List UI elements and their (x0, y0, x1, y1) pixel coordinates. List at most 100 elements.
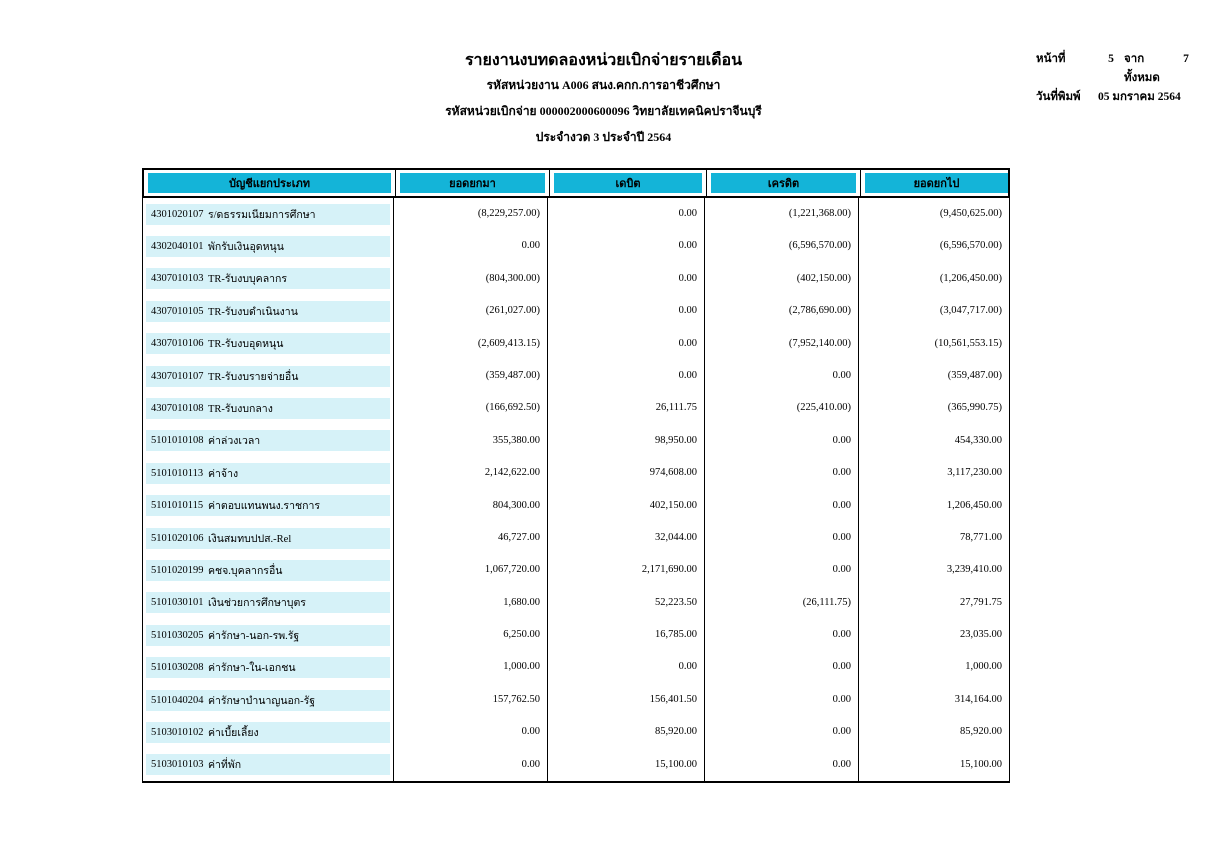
disbursement-unit-line: รหัสหน่วยเบิกจ่าย 000002000600096 วิทยาล… (445, 104, 762, 118)
balance-cf-value: 85,920.00 (960, 726, 1002, 738)
debit-value: 974,608.00 (548, 457, 705, 490)
account-code: 5101030101 (151, 597, 204, 609)
debit-value: 16,785.00 (548, 619, 705, 652)
balance-cf-value: (3,047,717.00) (939, 305, 1002, 317)
balance-bf-value: (2,609,413.15) (394, 327, 548, 360)
account-name: TR-รับงบดำเนินงาน (208, 306, 298, 318)
account-name: ร/ดธรรมเนียมการศึกษา (208, 209, 316, 221)
period-line: ประจำงวด 3 ประจำปี 2564 (535, 130, 672, 144)
account-cell: 5101010108 ค่าล่วงเวลา (143, 424, 394, 458)
table-row: 5103010102 ค่าเบี้ยเลี้ยง 0.00 85,920.00… (143, 716, 1009, 749)
account-code: 5103010102 (151, 726, 204, 738)
account-code: 4302040101 (151, 241, 204, 253)
table-row: 4307010106 TR-รับงบอุดหนุน (2,609,413.15… (143, 327, 1009, 360)
report-title: รายงานงบทดลองหน่วยเบิกจ่ายรายเดือน (464, 52, 743, 69)
account-code: 4307010105 (151, 305, 204, 317)
credit-value: (225,410.00) (705, 392, 859, 425)
credit-value: 0.00 (705, 651, 859, 684)
trial-balance-table: บัญชีแยกประเภท ยอดยกมา เดบิต เครดิต ยอดย… (142, 168, 1010, 784)
debit-value: 52,223.50 (548, 586, 705, 620)
account-highlight-bar: 5101030101 เงินช่วยการศึกษาบุตร (146, 592, 390, 614)
account-highlight-bar: 5101010113 ค่าจ้าง (146, 462, 390, 484)
debit-value: 0.00 (548, 198, 705, 231)
table-row: 5101020199 คชจ.บุคลากรอื่น 1,067,720.00 … (143, 554, 1009, 587)
account-name: ค่ารักษาบำนาญนอก-รัฐ (208, 695, 316, 707)
credit-value: (7,952,140.00) (705, 327, 859, 360)
balance-cf-value: (9,450,625.00) (939, 208, 1002, 219)
balance-cf-value: (6,596,570.00) (939, 240, 1002, 252)
account-name: ค่ารักษา-ใน-เอกชน (208, 663, 296, 675)
balance-bf-value: (8,229,257.00) (394, 198, 548, 231)
account-code: 5103010103 (151, 759, 204, 771)
account-highlight-bar: 5101020106 เงินสมทบปปส.-Rel (146, 527, 390, 549)
balance-bf-value: (261,027.00) (394, 295, 548, 328)
account-code: 5101030208 (151, 662, 204, 674)
report-title-block: รายงานงบทดลองหน่วยเบิกจ่ายรายเดือน รหัสห… (0, 52, 1207, 157)
account-name: พักรับเงินอุดหนุน (208, 242, 284, 254)
debit-value: 0.00 (548, 651, 705, 684)
account-code: 5101030205 (151, 629, 204, 641)
account-highlight-bar: 5101040204 ค่ารักษาบำนาญนอก-รัฐ (146, 689, 390, 711)
balance-bf-value: 0.00 (394, 748, 548, 782)
account-name: ค่าล่วงเวลา (208, 436, 261, 448)
account-code: 4307010103 (151, 273, 204, 285)
balance-cf-value: 454,330.00 (954, 434, 1002, 446)
balance-cf-value: 23,035.00 (960, 629, 1002, 641)
account-cell: 5103010102 ค่าเบี้ยเลี้ยง (143, 716, 394, 749)
balance-cf-value: 3,239,410.00 (946, 564, 1002, 576)
account-code: 4307010106 (151, 338, 204, 350)
page-number: 5 (1108, 53, 1114, 65)
account-code: 5101010108 (151, 435, 204, 447)
credit-value: (26,111.75) (705, 586, 859, 620)
balance-cf-value: (365,990.75) (947, 402, 1002, 414)
page-label: หน้าที่ (1036, 53, 1066, 65)
balance-cf-value: 1,000.00 (965, 661, 1002, 673)
account-highlight-bar: 5101020199 คชจ.บุคลากรอื่น (146, 559, 390, 581)
account-name: TR-รับงบบุคลากร (208, 274, 288, 286)
balance-cf-value: 78,771.00 (960, 531, 1002, 543)
account-cell: 4301020107 ร/ดธรรมเนียมการศึกษา (143, 198, 394, 231)
print-date-label: วันที่พิมพ์ (1036, 91, 1081, 103)
credit-value: 0.00 (705, 489, 859, 522)
account-name: TR-รับงบรายจ่ายอื่น (208, 371, 299, 383)
debit-value: 0.00 (548, 359, 705, 393)
balance-bf-value: (804,300.00) (394, 262, 548, 296)
page-number-row: หน้าที่ 5 จากทั้งหมด 7 (1036, 50, 1196, 88)
account-cell: 4307010108 TR-รับงบกลาง (143, 392, 394, 425)
account-highlight-bar: 4307010107 TR-รับงบรายจ่ายอื่น (146, 365, 390, 387)
table-row: 5101030101 เงินช่วยการศึกษาบุตร 1,680.00… (143, 586, 1009, 620)
balance-bf-value: 0.00 (394, 716, 548, 749)
table-row: 5103010103 ค่าที่พัก 0.00 15,100.00 0.00… (143, 748, 1009, 782)
debit-value: 402,150.00 (548, 489, 705, 522)
agency-code-line: รหัสหน่วยงาน A006 สนง.คกก.การอาชีวศึกษา (486, 78, 721, 92)
account-code: 5101010115 (151, 500, 204, 512)
balance-cf-value: 27,791.75 (960, 596, 1002, 608)
table-row: 4307010103 TR-รับงบบุคลากร (804,300.00) … (143, 262, 1009, 296)
total-pages-label: จากทั้งหมด (1124, 53, 1160, 84)
column-header-balance-bf: ยอดยกมา (396, 170, 550, 196)
debit-value: 26,111.75 (548, 392, 705, 425)
table-row: 5101030205 ค่ารักษา-นอก-รพ.รัฐ 6,250.00 … (143, 619, 1009, 652)
account-code: 4307010108 (151, 403, 204, 415)
table-header-row: บัญชีแยกประเภท ยอดยกมา เดบิต เครดิต ยอดย… (142, 168, 1010, 198)
page-info: หน้าที่ 5 จากทั้งหมด 7 วันที่พิมพ์ 05 มก… (1036, 50, 1196, 107)
account-name: เงินช่วยการศึกษาบุตร (208, 598, 306, 610)
account-code: 4301020107 (151, 208, 204, 220)
balance-bf-value: 355,380.00 (394, 424, 548, 458)
balance-bf-value: (359,487.00) (394, 359, 548, 393)
balance-cf-value: (1,206,450.00) (939, 272, 1002, 284)
credit-value: (402,150.00) (705, 262, 859, 296)
table-row: 4302040101 พักรับเงินอุดหนุน 0.00 0.00 (… (143, 230, 1009, 263)
credit-value: (6,596,570.00) (705, 230, 859, 263)
account-highlight-bar: 5101030208 ค่ารักษา-ใน-เอกชน (146, 657, 390, 679)
account-code: 5101020106 (151, 532, 204, 544)
debit-value: 0.00 (548, 327, 705, 360)
account-name: TR-รับงบกลาง (208, 404, 273, 416)
account-name: ค่าเบี้ยเลี้ยง (208, 727, 259, 739)
debit-value: 0.00 (548, 230, 705, 263)
account-name: ค่าจ้าง (208, 468, 239, 480)
credit-value: (2,786,690.00) (705, 295, 859, 328)
balance-cf-value: 314,164.00 (954, 693, 1002, 705)
account-highlight-bar: 5101030205 ค่ารักษา-นอก-รพ.รัฐ (146, 624, 390, 646)
column-header-credit: เครดิต (707, 170, 861, 196)
